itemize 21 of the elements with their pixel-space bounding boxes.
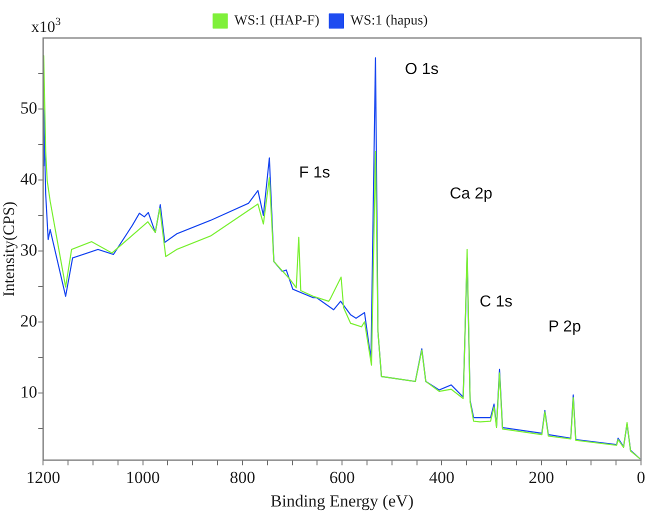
legend-label: WS:1 (HAP-F) bbox=[234, 14, 320, 29]
annotation: P 2p bbox=[548, 318, 582, 336]
y-tick-label: 20 bbox=[20, 311, 38, 330]
annotation: F 1s bbox=[299, 164, 330, 182]
y-tick-label: 10 bbox=[20, 382, 38, 402]
x-tick-label: 0 bbox=[636, 468, 646, 487]
x-tick-label: 1000 bbox=[126, 468, 160, 487]
x-tick-label: 400 bbox=[428, 468, 454, 487]
annotation: O 1s bbox=[404, 61, 439, 78]
x-tick-label: 200 bbox=[528, 468, 554, 487]
annotation: C 1s bbox=[480, 293, 512, 310]
legend-label: WS:1 (hapus) bbox=[350, 14, 428, 29]
x-tick-label: 800 bbox=[230, 468, 256, 487]
x-tick-label: 600 bbox=[329, 468, 355, 487]
x-tick-label: 1200 bbox=[26, 468, 60, 487]
y-tick-label: 50 bbox=[20, 98, 38, 118]
y-axis-title: Intensity(CPS) bbox=[0, 202, 18, 297]
x-axis-title: Binding Energy (eV) bbox=[270, 491, 414, 510]
y-tick-label: 30 bbox=[20, 240, 38, 260]
y-tick-label: 40 bbox=[20, 169, 38, 188]
annotation: Ca 2p bbox=[450, 186, 492, 203]
